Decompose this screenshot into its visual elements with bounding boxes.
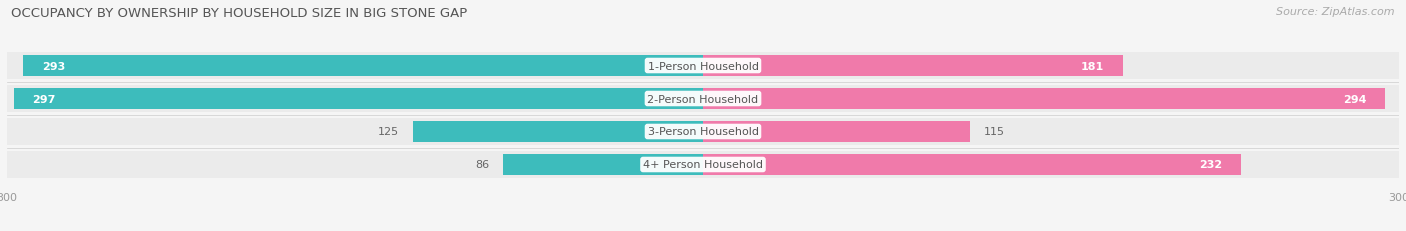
Text: 232: 232 (1199, 160, 1223, 170)
Bar (413, 122, 703, 142)
Bar (703, 155, 1241, 175)
Text: 4+ Person Household: 4+ Person Household (643, 160, 763, 170)
Text: 115: 115 (984, 127, 1005, 137)
Bar (7, 118, 1399, 146)
Bar (14, 89, 703, 109)
Bar (703, 89, 1385, 109)
Text: 2-Person Household: 2-Person Household (647, 94, 759, 104)
Bar (24, 56, 703, 76)
Text: 1-Person Household: 1-Person Household (648, 61, 758, 71)
Bar (503, 155, 703, 175)
Text: OCCUPANCY BY OWNERSHIP BY HOUSEHOLD SIZE IN BIG STONE GAP: OCCUPANCY BY OWNERSHIP BY HOUSEHOLD SIZE… (11, 7, 468, 20)
Bar (7, 85, 1399, 113)
Text: 125: 125 (378, 127, 399, 137)
Text: Source: ZipAtlas.com: Source: ZipAtlas.com (1277, 7, 1395, 17)
Text: 3-Person Household: 3-Person Household (648, 127, 758, 137)
Text: 297: 297 (32, 94, 56, 104)
Text: 293: 293 (42, 61, 65, 71)
Bar (703, 56, 1123, 76)
Text: 181: 181 (1081, 61, 1104, 71)
Text: 86: 86 (475, 160, 489, 170)
Bar (7, 151, 1399, 179)
Bar (703, 122, 970, 142)
Text: 294: 294 (1343, 94, 1367, 104)
Bar (7, 52, 1399, 80)
